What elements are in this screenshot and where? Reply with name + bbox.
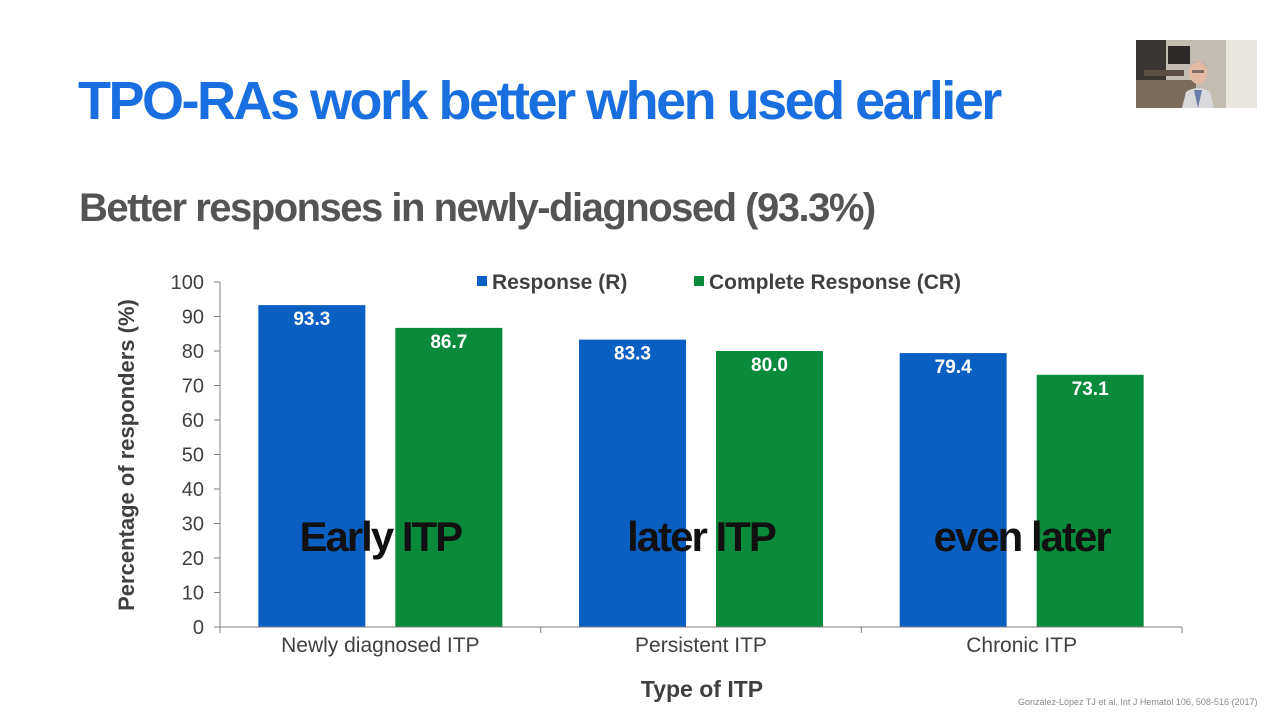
- slide-subtitle: Better responses in newly-diagnosed (93.…: [79, 186, 876, 230]
- slide-title: TPO-RAs work better when used earlier: [78, 71, 1002, 131]
- legend-swatch: [477, 276, 487, 286]
- y-tick-label: 50: [182, 445, 204, 467]
- y-tick-label: 0: [193, 617, 204, 639]
- bar: [579, 339, 686, 627]
- y-tick-label: 100: [171, 272, 204, 294]
- annotation-label: even later: [934, 513, 1112, 560]
- legend: Response (R) Complete Response (CR): [477, 271, 961, 294]
- presenter-webcam-thumbnail: [1136, 40, 1257, 108]
- bar: [395, 327, 503, 627]
- y-axis: 0 10 20 30 40 50 60 70 80 90 100: [171, 272, 221, 639]
- y-axis-title-group: Percentage of responders (%): [114, 299, 139, 611]
- presenter-video-image: [1136, 40, 1257, 108]
- y-tick-label: 40: [182, 479, 204, 501]
- bar: [716, 351, 823, 627]
- legend-label: Response (R): [492, 271, 627, 294]
- annotation-label: later ITP: [627, 513, 776, 560]
- bar-data-label: 83.3: [614, 344, 651, 365]
- x-axis: Newly diagnosed ITP Persistent ITP Chronic…: [219, 626, 1183, 657]
- x-tick-label: Newly diagnosed ITP: [281, 634, 479, 657]
- bar: [258, 305, 366, 627]
- bar-data-label: 73.1: [1072, 379, 1109, 400]
- bar-data-label: 86.7: [430, 332, 467, 353]
- x-tick-label: Chronic ITP: [966, 634, 1077, 657]
- bar-data-label: 93.3: [293, 309, 330, 330]
- citation: González-López TJ et al. Int J Hematol 1…: [1018, 697, 1258, 707]
- y-tick-label: 80: [182, 341, 204, 363]
- bar-data-label: 79.4: [935, 357, 972, 378]
- y-tick-label: 10: [182, 583, 204, 605]
- bar: [899, 353, 1007, 627]
- bar-data-label: 80.0: [751, 355, 788, 376]
- x-axis-title: Type of ITP: [641, 676, 763, 702]
- annotation-label: Early ITP: [299, 513, 462, 560]
- bar: [1036, 374, 1144, 627]
- y-tick-label: 30: [182, 514, 204, 536]
- bars: 93.3 86.7 83.3 80.0 79.4 73.1: [258, 305, 1144, 627]
- legend-swatch: [694, 276, 704, 286]
- y-tick-label: 70: [182, 376, 204, 398]
- y-tick-label: 20: [182, 548, 204, 570]
- x-tick-label: Persistent ITP: [635, 634, 767, 657]
- y-axis-title: Percentage of responders (%): [114, 299, 139, 611]
- legend-label: Complete Response (CR): [709, 271, 961, 294]
- y-tick-label: 90: [182, 307, 204, 329]
- y-tick-label: 60: [182, 410, 204, 432]
- annotations: Early ITP later ITP even later: [299, 513, 1113, 560]
